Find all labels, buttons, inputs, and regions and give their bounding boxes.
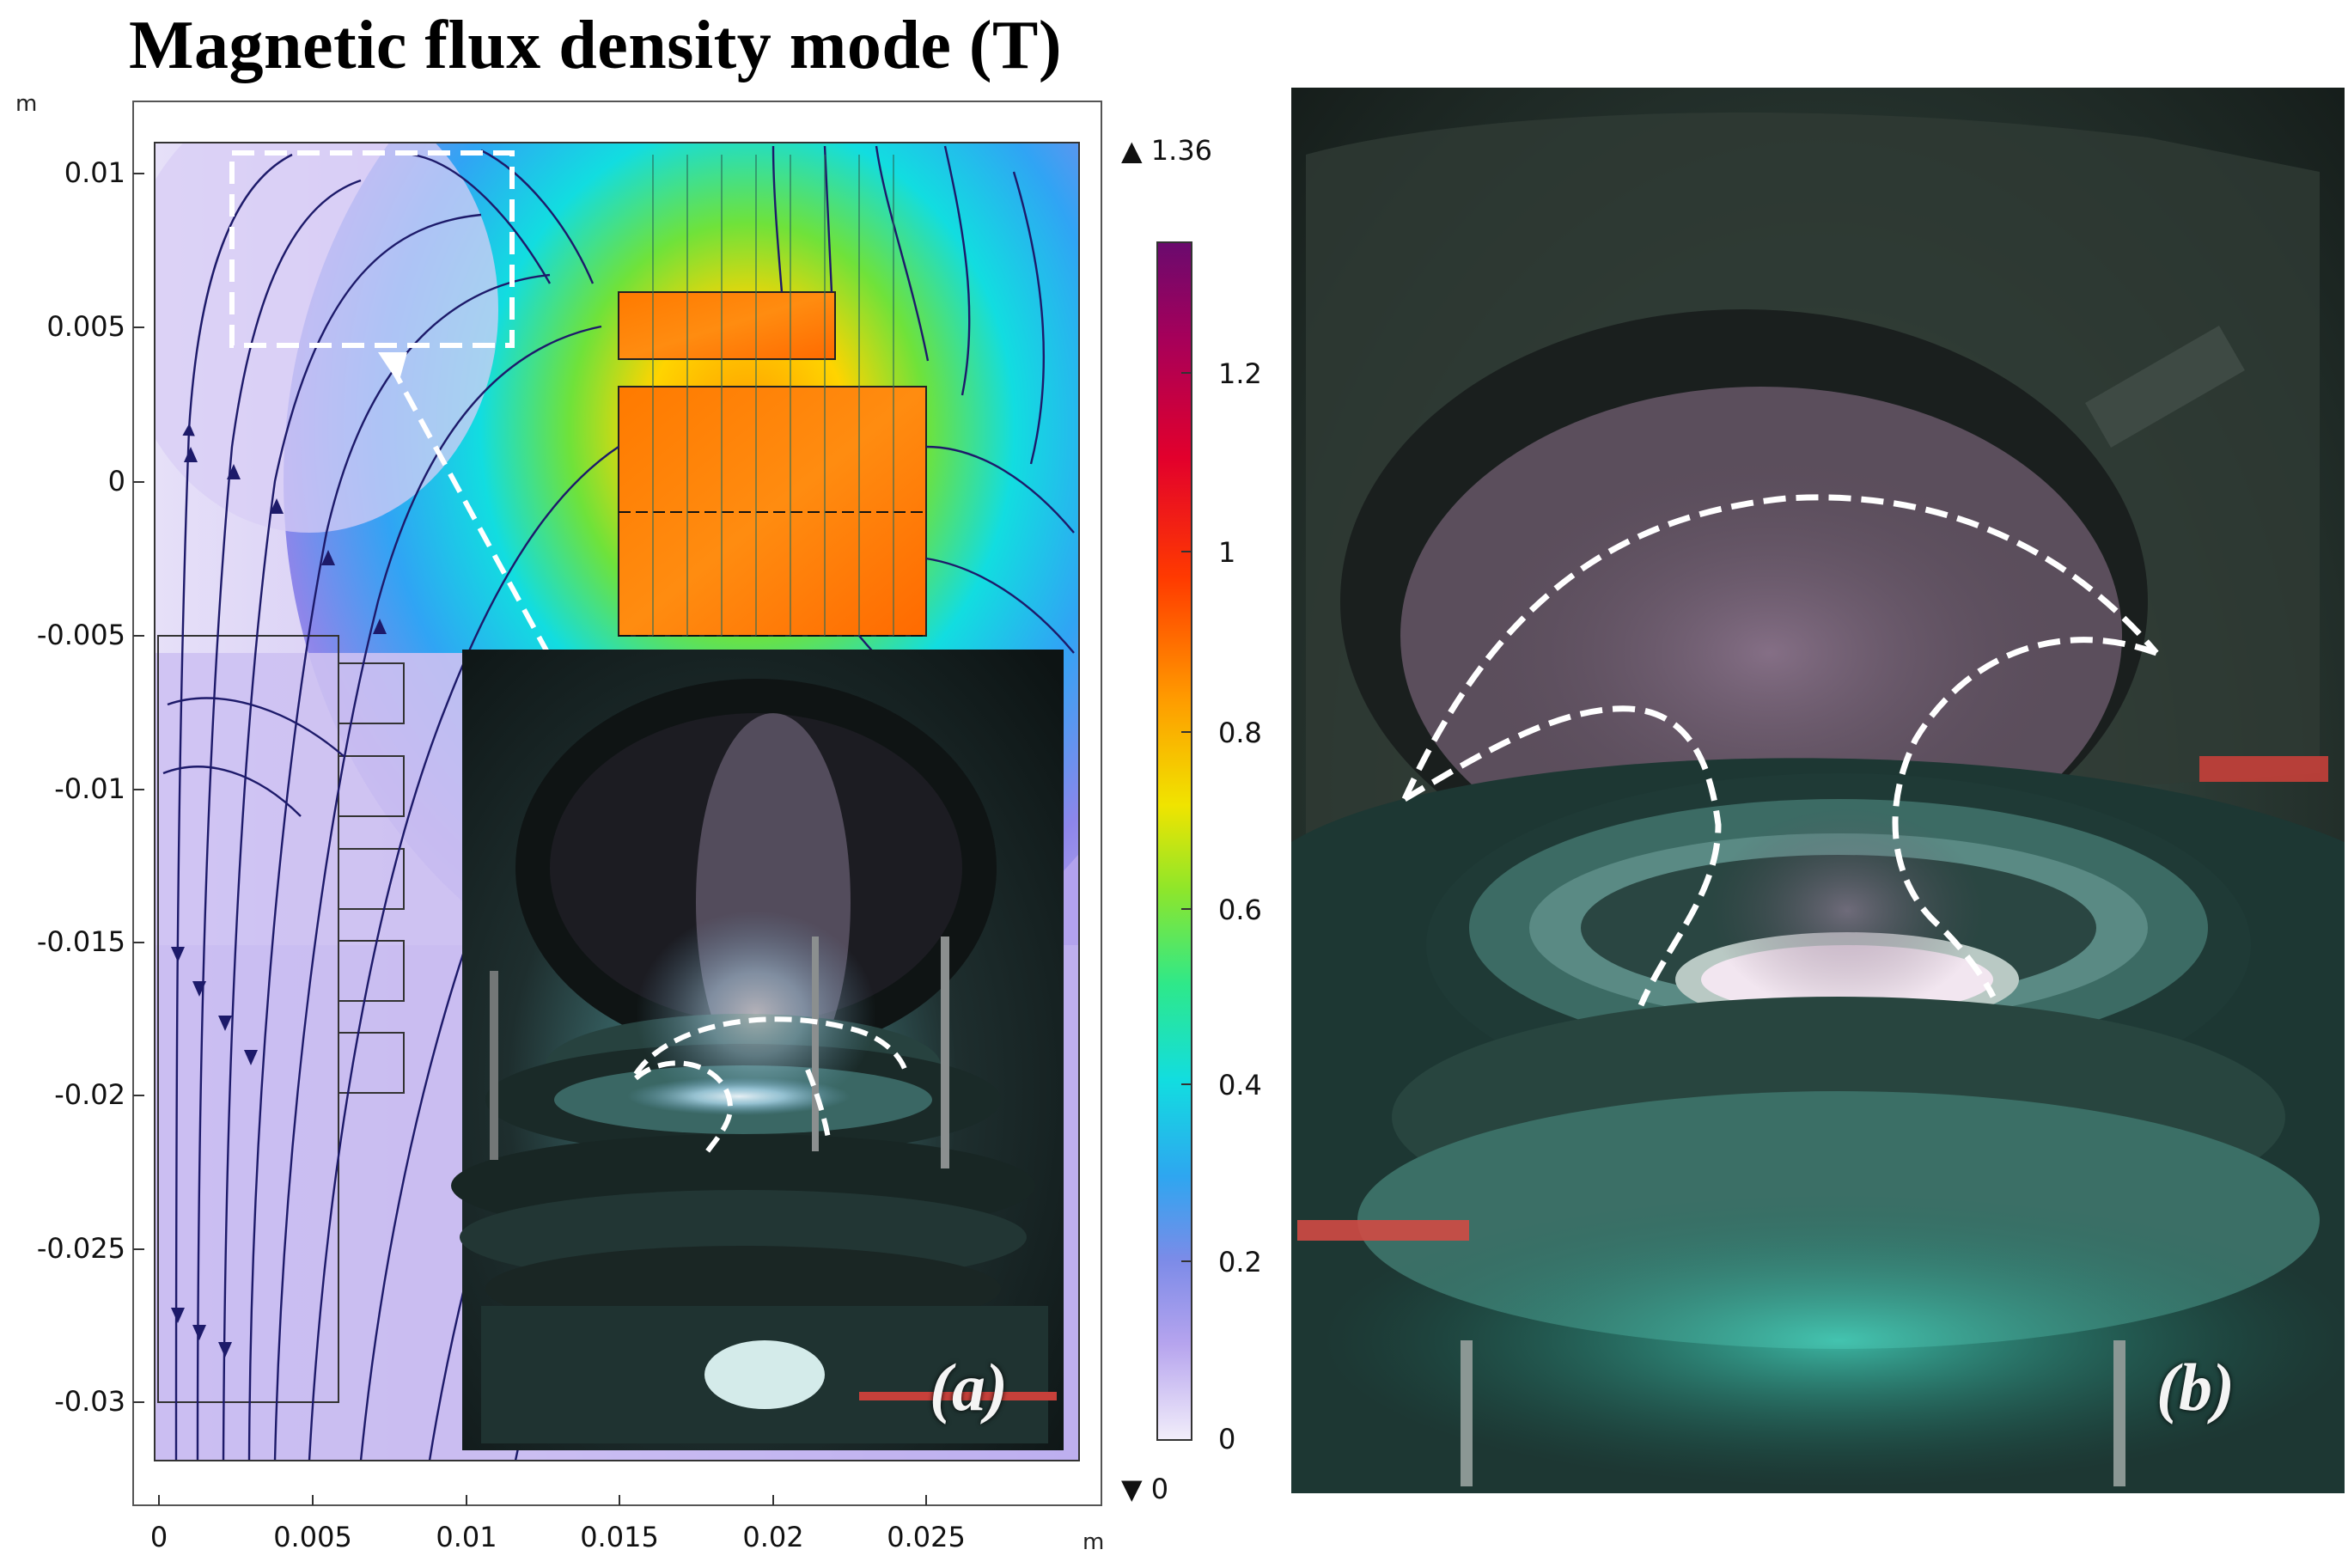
figure-title: Magnetic flux density mode (T) (129, 8, 1063, 83)
y-tick-label: -0.03 (54, 1385, 125, 1418)
colorbar-tick-label: 0 (1218, 1423, 1236, 1455)
y-tick-label: -0.02 (54, 1078, 125, 1111)
colorbar-tick-label: 0.6 (1218, 894, 1262, 926)
colorbar-tick-label: 0.2 (1218, 1246, 1262, 1278)
colorbar-max-label: ▲ 1.36 (1121, 134, 1213, 167)
y-tick-label: -0.015 (36, 925, 125, 958)
x-tick-label: 0.015 (580, 1521, 659, 1553)
colorbar-tick-label: 1.2 (1218, 357, 1262, 390)
panel-b-label: (b) (2156, 1350, 2235, 1425)
target-outline (157, 635, 339, 1403)
colorbar-tick-label: 0.8 (1218, 717, 1262, 749)
magnet-top (618, 291, 836, 360)
x-tick-label: 0.02 (742, 1521, 804, 1553)
x-tick-label: 0.005 (273, 1521, 352, 1553)
photo-b (1291, 88, 2348, 1493)
x-tick-label: 0.025 (887, 1521, 966, 1553)
inset-box (229, 150, 515, 348)
y-tick-label: 0.01 (64, 156, 125, 189)
colorbar-tick-label: 0.4 (1218, 1069, 1262, 1101)
x-tick-label: 0 (149, 1521, 168, 1553)
magnet-main (618, 386, 927, 637)
y-tick-label: -0.005 (36, 619, 125, 651)
panel-a-label: (a) (930, 1350, 1008, 1425)
y-tick-label: 0 (107, 465, 125, 497)
colorbar (1156, 241, 1192, 1441)
x-tick-label: 0.01 (436, 1521, 497, 1553)
photo-inset-a (451, 650, 1064, 1450)
y-tick-label: -0.01 (54, 772, 125, 805)
x-axis-unit: m (1083, 1529, 1105, 1555)
colorbar-min-label: ▼ 0 (1121, 1473, 1169, 1505)
y-axis-unit: m (15, 91, 38, 117)
colorbar-tick-label: 1 (1218, 536, 1236, 569)
y-tick-label: 0.005 (46, 310, 125, 343)
y-tick-label: -0.025 (36, 1232, 125, 1265)
